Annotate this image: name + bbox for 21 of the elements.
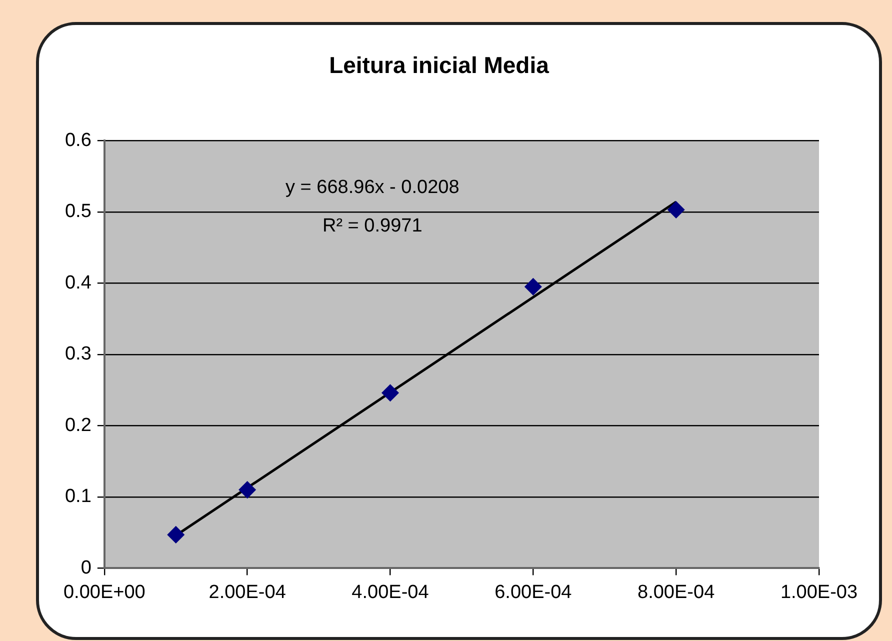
- y-tick-label: 0.6: [64, 130, 92, 151]
- x-tick-label: 0.00E+00: [63, 582, 146, 603]
- y-tick-label: 0.4: [64, 272, 92, 294]
- y-tick-label: 0.1: [64, 486, 92, 508]
- y-tick-label: 0.5: [64, 201, 92, 222]
- y-tick-label: 0: [80, 557, 92, 578]
- x-tick-label: 2.00E-04: [208, 582, 286, 603]
- annotation: y = 668.96x - 0.0208: [286, 176, 460, 198]
- point: [168, 526, 184, 543]
- point: [524, 278, 542, 295]
- point: [382, 384, 398, 402]
- y-tick-label: 0.2: [64, 414, 92, 436]
- x-tick-label: 1.00E-03: [780, 582, 858, 603]
- x-tick-label: 4.00E-04: [352, 582, 430, 603]
- y-tick-label: 0.3: [64, 344, 92, 365]
- x-tick-label: 8.00E-04: [638, 582, 716, 603]
- point: [239, 482, 256, 498]
- chart-title: Leitura inicial Media: [329, 52, 550, 78]
- annotation: R² = 0.9971: [322, 215, 422, 236]
- point: [668, 201, 684, 218]
- x-tick-label: 6.00E-04: [494, 582, 572, 603]
